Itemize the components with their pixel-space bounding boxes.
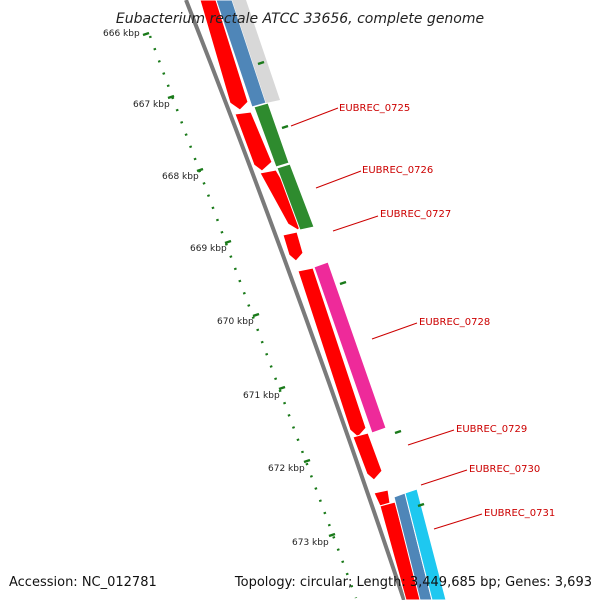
label-leaders [290, 107, 483, 530]
gene-feature [297, 267, 367, 438]
gene-feature [282, 231, 304, 262]
outer-tick [339, 280, 347, 286]
leader-line [371, 322, 418, 340]
outer-tick [281, 124, 289, 130]
ruler-tick-mark [252, 312, 260, 318]
ruler-tick-mark [196, 167, 204, 173]
leader-line [407, 429, 455, 446]
leader-line [420, 469, 468, 486]
outer-tick [417, 502, 425, 508]
ruler-tick-label: 668 kbp [162, 172, 199, 182]
gene-label: EUBREC_0730 [469, 464, 540, 475]
gene-label: EUBREC_0726 [362, 165, 433, 176]
gene-label: EUBREC_0725 [339, 103, 410, 114]
outer-minor-ticks [257, 60, 425, 508]
gene-label: EUBREC_0728 [419, 317, 490, 328]
ruler-tick-label: 666 kbp [103, 29, 140, 39]
outer-tick [394, 429, 402, 435]
ruler-labels: 666 kbp 667 kbp 668 kbp 669 kbp 670 kbp … [103, 29, 329, 548]
outer-tick [257, 60, 265, 66]
ruler-tick-label: 671 kbp [243, 391, 280, 401]
ruler-tick-label: 672 kbp [268, 464, 305, 474]
topology-text: Topology: circular; Length: 3,449,685 bp… [234, 575, 592, 590]
gene-feature [234, 111, 273, 172]
ruler-dotted-line [148, 35, 358, 599]
ruler-tick-mark [278, 385, 286, 391]
gene-feature [199, 0, 249, 111]
ruler-tick-label: 669 kbp [190, 244, 227, 254]
ruler-major-ticks [142, 31, 336, 538]
gene-label: EUBREC_0729 [456, 424, 527, 435]
forward-strand-genes [215, 0, 447, 601]
reverse-strand-genes [199, 0, 423, 601]
map-title: Eubacterium rectale ATCC 33656, complete… [116, 11, 484, 27]
leader-line [433, 513, 483, 530]
ruler-tick-mark [224, 239, 232, 245]
genome-backbone [184, 0, 406, 601]
ruler-tick-mark [303, 458, 311, 464]
ruler-tick-mark [142, 31, 150, 37]
leader-line [332, 215, 379, 232]
gene-feature [253, 102, 290, 168]
ruler-tick-mark [328, 532, 336, 538]
ruler-tick-mark [167, 94, 175, 100]
gene-feature [276, 163, 315, 231]
leader-line [290, 107, 339, 127]
ruler-tick-label: 667 kbp [133, 100, 170, 110]
gene-feature [352, 432, 383, 481]
gene-feature-faded [232, 0, 280, 103]
ruler-tick-label: 673 kbp [292, 538, 329, 548]
gene-labels: EUBREC_0725 EUBREC_0726 EUBREC_0727 EUBR… [339, 103, 555, 519]
gene-label: EUBREC_0731 [484, 508, 555, 519]
gene-feature [313, 261, 387, 434]
leader-line [315, 170, 362, 189]
ruler-tick-label: 670 kbp [217, 317, 254, 327]
accession-text: Accession: NC_012781 [9, 575, 157, 590]
gene-label: EUBREC_0727 [380, 209, 451, 220]
